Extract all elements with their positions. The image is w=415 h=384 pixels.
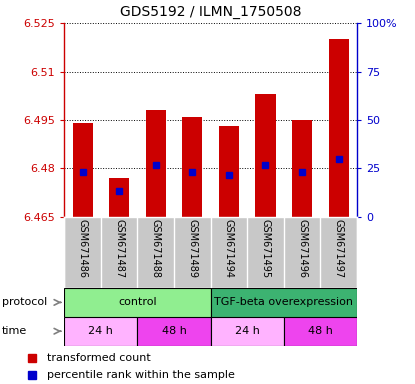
Text: 48 h: 48 h [308,326,333,336]
Bar [292,120,312,217]
Bar [146,110,166,217]
Text: GSM671487: GSM671487 [114,219,124,278]
Bar [137,317,210,346]
Text: GSM671489: GSM671489 [187,219,197,278]
Text: GSM671494: GSM671494 [224,219,234,278]
Bar [284,317,357,346]
Bar [64,317,137,346]
Bar [210,288,357,317]
Text: TGF-beta overexpression: TGF-beta overexpression [214,297,353,308]
Text: transformed count: transformed count [47,353,151,363]
Text: time: time [2,326,27,336]
Text: GSM671495: GSM671495 [261,219,271,278]
Text: 24 h: 24 h [88,326,113,336]
Text: GSM671497: GSM671497 [334,219,344,278]
Bar [255,94,276,217]
Text: GSM671496: GSM671496 [297,219,307,278]
Text: 48 h: 48 h [161,326,186,336]
Bar [109,178,129,217]
Text: percentile rank within the sample: percentile rank within the sample [47,370,235,381]
Bar [329,39,349,217]
Text: GSM671488: GSM671488 [151,219,161,278]
Bar [182,117,203,217]
Text: 24 h: 24 h [235,326,260,336]
Text: GSM671486: GSM671486 [78,219,88,278]
Bar [219,126,239,217]
Title: GDS5192 / ILMN_1750508: GDS5192 / ILMN_1750508 [120,5,301,19]
Bar [210,317,284,346]
Text: control: control [118,297,157,308]
Bar [64,288,210,317]
Bar [73,123,93,217]
Text: protocol: protocol [2,297,47,308]
